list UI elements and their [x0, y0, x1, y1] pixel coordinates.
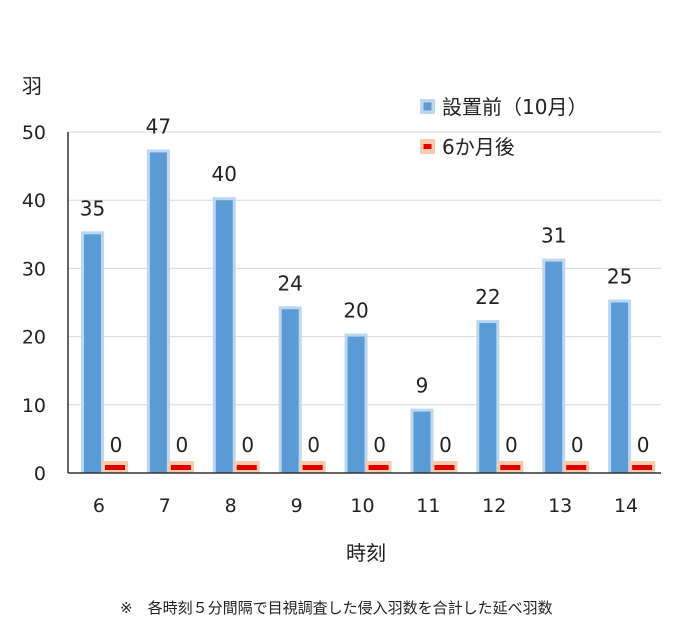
footnote: ※ 各時刻５分間隔で目視調査した侵入羽数を合計した延べ羽数 — [120, 599, 553, 617]
legend-swatch-core-1 — [423, 102, 432, 111]
bar-before — [215, 200, 233, 473]
x-tick-label: 14 — [614, 495, 638, 517]
x-tick-label: 11 — [416, 495, 440, 517]
data-label-after: 0 — [373, 433, 386, 457]
data-label-before: 40 — [212, 162, 237, 186]
bar-before — [611, 302, 629, 473]
data-label-after: 0 — [637, 433, 650, 457]
y-axis-ticks: 0 10 20 30 40 50 — [22, 122, 46, 485]
bar-after — [632, 465, 653, 470]
data-labels: 35 0 47 0 40 0 24 0 20 0 9 0 22 0 31 0 25 0 — [80, 114, 650, 457]
x-axis-ticks: 6 7 8 9 10 11 12 13 14 — [93, 495, 638, 517]
data-label-before: 20 — [343, 299, 368, 323]
bar-after — [368, 465, 389, 470]
bar-after — [434, 465, 455, 470]
x-tick-label: 12 — [482, 495, 506, 517]
x-tick-label: 13 — [548, 495, 572, 517]
legend-label-1: 設置前（10月） — [442, 95, 587, 119]
y-tick-label: 0 — [34, 463, 46, 485]
bar-after — [170, 465, 191, 470]
data-label-after: 0 — [439, 433, 452, 457]
data-label-after: 0 — [176, 433, 189, 457]
bar-before — [149, 152, 167, 473]
x-tick-label: 9 — [291, 495, 303, 517]
bar-after — [566, 465, 587, 470]
x-tick-label: 10 — [350, 495, 374, 517]
legend: 設置前（10月） 6か月後 — [420, 95, 587, 159]
legend-label-2: 6か月後 — [442, 135, 515, 159]
bar-before — [347, 336, 365, 473]
data-label-after: 0 — [241, 433, 254, 457]
data-label-before: 24 — [277, 271, 302, 295]
y-tick-label: 30 — [22, 258, 46, 280]
data-label-after: 0 — [571, 433, 584, 457]
bar-before — [413, 411, 431, 473]
bar-after — [302, 465, 323, 470]
y-axis-title: 羽 — [22, 74, 42, 98]
data-label-after: 0 — [505, 433, 518, 457]
data-label-before: 25 — [607, 265, 632, 289]
data-label-before: 22 — [475, 285, 500, 309]
x-tick-label: 7 — [159, 495, 171, 517]
legend-swatch-core-2 — [423, 144, 432, 149]
bars — [81, 149, 656, 473]
bar-after — [500, 465, 521, 470]
data-label-before: 47 — [146, 114, 171, 138]
bar-before — [84, 234, 101, 473]
data-label-before: 35 — [80, 196, 105, 220]
y-tick-label: 10 — [22, 395, 46, 417]
bar-after — [236, 465, 257, 470]
data-label-before: 9 — [416, 374, 429, 398]
data-label-after: 0 — [307, 433, 320, 457]
x-tick-label: 8 — [225, 495, 237, 517]
bar-after — [105, 465, 125, 470]
data-label-before: 31 — [541, 224, 566, 248]
y-tick-label: 40 — [22, 190, 46, 212]
bar-before — [545, 261, 563, 473]
bar-before — [281, 309, 299, 473]
y-tick-label: 20 — [22, 327, 46, 349]
y-tick-label: 50 — [22, 122, 46, 144]
bar-before — [479, 322, 497, 473]
x-tick-label: 6 — [93, 495, 105, 517]
x-axis-title: 時刻 — [346, 541, 386, 565]
data-label-after: 0 — [110, 433, 123, 457]
